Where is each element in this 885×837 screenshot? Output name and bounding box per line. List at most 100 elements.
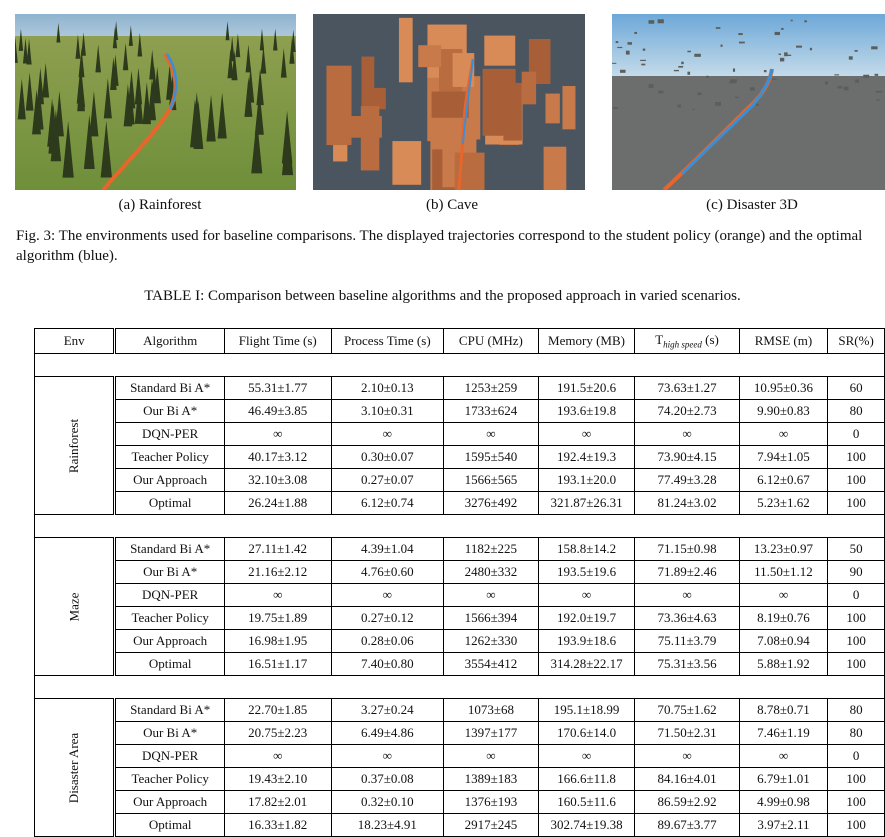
value-cell: 7.08±0.94 <box>738 629 829 653</box>
debris-shape <box>732 68 736 72</box>
value-cell: 80 <box>827 698 885 722</box>
debris-shape <box>658 90 664 94</box>
tree-shape <box>251 117 263 174</box>
value-cell: 71.50±2.31 <box>634 721 740 745</box>
debris-shape <box>738 33 743 36</box>
value-cell: 40.17±3.12 <box>223 445 332 469</box>
results-table: Env Algorithm Flight Time (s) Process Ti… <box>33 328 885 837</box>
value-cell: 5.23±1.62 <box>738 491 829 515</box>
debris-shape <box>763 70 767 73</box>
debris-shape <box>640 59 646 62</box>
value-cell: 8.78±0.71 <box>738 698 829 722</box>
tree-shape <box>112 26 118 49</box>
debris-shape <box>774 31 781 36</box>
table-row: DQN-PER ∞ ∞ ∞ ∞ ∞ ∞ 0 <box>35 583 885 607</box>
table-row: DQN-PER ∞ ∞ ∞ ∞ ∞ ∞ 0 <box>35 744 885 768</box>
value-cell: 0.28±0.06 <box>330 629 445 653</box>
value-cell: 60 <box>827 376 885 400</box>
tree-shape <box>34 85 44 130</box>
value-cell: ∞ <box>634 583 740 607</box>
debris-shape <box>648 20 655 24</box>
value-cell: 21.16±2.12 <box>223 560 332 584</box>
env-label: Disaster Area <box>66 732 82 803</box>
value-cell: ∞ <box>330 744 445 768</box>
value-cell: 191.5±20.6 <box>537 376 636 400</box>
value-cell: 1182±225 <box>443 537 539 561</box>
tree-shape <box>256 68 264 106</box>
tree-shape <box>25 72 34 111</box>
value-cell: 20.75±2.23 <box>223 721 332 745</box>
debris-shape <box>677 104 681 108</box>
value-cell: 1262±330 <box>443 629 539 653</box>
value-cell: 2.10±0.13 <box>330 376 445 400</box>
debris-shape <box>673 69 679 72</box>
value-cell: 314.28±22.17 <box>537 652 636 676</box>
table-row: Teacher Policy 40.17±3.12 0.30±0.07 1595±54… <box>35 445 885 469</box>
value-cell: ∞ <box>738 744 829 768</box>
value-cell: 0 <box>827 422 885 446</box>
value-cell: 27.11±1.42 <box>223 537 332 561</box>
debris-shape <box>687 50 691 53</box>
tree-shape <box>78 48 85 78</box>
value-cell: 302.74±19.38 <box>537 813 636 837</box>
value-cell: 32.10±3.08 <box>223 468 332 492</box>
tree-shape <box>206 94 216 142</box>
value-cell: 16.51±1.17 <box>223 652 332 676</box>
value-cell: ∞ <box>223 744 332 768</box>
debris-shape <box>871 46 878 50</box>
tree-shape <box>122 42 129 71</box>
value-cell: 6.79±1.01 <box>738 767 829 791</box>
tree-shape <box>134 81 144 124</box>
tree-shape <box>260 45 267 74</box>
caption-c: (c) Disaster 3D <box>706 197 798 213</box>
value-cell: 3554±412 <box>443 652 539 676</box>
debris-shape <box>715 27 721 29</box>
table-row: Optimal 26.24±1.88 6.12±0.74 3276±492 321.87… <box>35 491 885 515</box>
value-cell: 71.15±0.98 <box>634 537 740 561</box>
debris-shape <box>697 92 702 96</box>
value-cell: ∞ <box>330 583 445 607</box>
value-cell: 0 <box>827 744 885 768</box>
tree-shape <box>244 76 253 117</box>
value-cell: ∞ <box>223 583 332 607</box>
algorithm-cell: DQN-PER <box>114 422 225 446</box>
tree-shape <box>17 78 26 120</box>
tree-shape <box>75 34 81 59</box>
debris-shape <box>648 84 654 89</box>
separator-cell <box>34 675 885 699</box>
tree-shape <box>227 48 234 79</box>
debris-shape <box>874 73 879 76</box>
debris-shape <box>834 74 840 76</box>
tree-shape <box>48 103 59 154</box>
debris-shape <box>729 82 735 84</box>
algorithm-cell: Standard Bi A* <box>114 376 225 400</box>
value-cell: 100 <box>827 813 885 837</box>
value-cell: 0.27±0.07 <box>330 468 445 492</box>
value-cell: 193.5±19.6 <box>537 560 636 584</box>
block-shape <box>365 87 386 110</box>
value-cell: 6.49±4.86 <box>330 721 445 745</box>
value-cell: 100 <box>827 445 885 469</box>
value-cell: 195.1±18.99 <box>537 698 636 722</box>
tree-shape <box>103 77 112 119</box>
debris-shape <box>781 27 784 30</box>
debris-shape <box>625 50 630 55</box>
value-cell: 19.75±1.89 <box>223 606 332 630</box>
debris-shape <box>809 47 813 51</box>
debris-shape <box>772 78 777 80</box>
debris-shape <box>734 96 740 99</box>
figure-strip <box>0 14 885 190</box>
tree-shape <box>128 25 133 46</box>
debris-shape <box>642 48 646 51</box>
block-shape <box>392 141 422 185</box>
value-cell: 100 <box>827 629 885 653</box>
debris-shape <box>876 99 880 101</box>
value-cell: 11.50±1.12 <box>738 560 829 584</box>
table-header-row: Env Algorithm Flight Time (s) Process Ti… <box>33 328 885 354</box>
tree-shape <box>254 89 264 135</box>
block-shape <box>398 17 413 83</box>
header-process-time: Process Time (s) <box>330 328 445 354</box>
algorithm-cell: Optimal <box>114 652 225 676</box>
value-cell: 80 <box>827 721 885 745</box>
separator-cell <box>34 514 885 538</box>
